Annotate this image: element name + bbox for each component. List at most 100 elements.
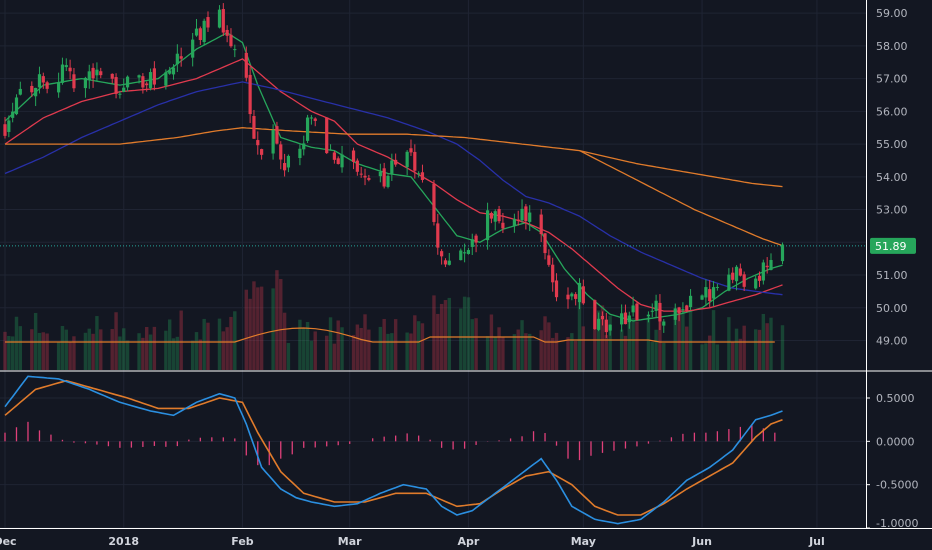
- candle-body[interactable]: [627, 315, 631, 323]
- candle-body[interactable]: [305, 117, 310, 141]
- candle-body[interactable]: [68, 67, 72, 72]
- candle-body[interactable]: [359, 173, 363, 175]
- candle-body[interactable]: [87, 71, 91, 80]
- candle-body[interactable]: [175, 53, 179, 65]
- candle-body[interactable]: [459, 250, 463, 261]
- candle-body[interactable]: [275, 126, 279, 144]
- candle-body[interactable]: [757, 275, 762, 281]
- candle-body[interactable]: [704, 287, 708, 298]
- candle-body[interactable]: [137, 75, 141, 78]
- candle-body[interactable]: [198, 28, 202, 41]
- candle-body[interactable]: [248, 74, 252, 115]
- candle-body[interactable]: [620, 313, 624, 325]
- candle-body[interactable]: [700, 295, 704, 300]
- candle-body[interactable]: [57, 82, 61, 93]
- candle-body[interactable]: [623, 312, 628, 325]
- candle-body[interactable]: [543, 233, 547, 254]
- candle-body[interactable]: [769, 260, 773, 271]
- candle-body[interactable]: [168, 70, 172, 74]
- candle-body[interactable]: [646, 314, 651, 317]
- candle-body[interactable]: [497, 209, 501, 222]
- candle-body[interactable]: [37, 74, 42, 88]
- candle-body[interactable]: [378, 171, 382, 177]
- candle-body[interactable]: [18, 88, 22, 95]
- candle-body[interactable]: [60, 64, 65, 83]
- candle-body[interactable]: [302, 143, 306, 150]
- candle-body[interactable]: [41, 76, 45, 83]
- candle-body[interactable]: [708, 289, 712, 302]
- candle-body[interactable]: [681, 309, 685, 311]
- candle-body[interactable]: [282, 163, 287, 171]
- candle-body[interactable]: [141, 76, 145, 88]
- candle-body[interactable]: [417, 173, 421, 175]
- candle-body[interactable]: [336, 158, 340, 165]
- candle-body[interactable]: [677, 307, 681, 314]
- candle-body[interactable]: [286, 155, 291, 168]
- candle-body[interactable]: [727, 274, 731, 291]
- candle-body[interactable]: [420, 172, 425, 180]
- candle-body[interactable]: [520, 208, 524, 221]
- candle-body[interactable]: [593, 300, 597, 330]
- candle-body[interactable]: [528, 212, 532, 222]
- candle-body[interactable]: [551, 264, 555, 283]
- candle-body[interactable]: [654, 300, 658, 312]
- candle-body[interactable]: [164, 72, 168, 86]
- candle-body[interactable]: [351, 150, 356, 162]
- candle-body[interactable]: [34, 87, 38, 97]
- candle-body[interactable]: [309, 117, 313, 119]
- candle-body[interactable]: [597, 318, 601, 330]
- candle-body[interactable]: [635, 303, 639, 321]
- candle-body[interactable]: [72, 74, 76, 89]
- candle-body[interactable]: [485, 210, 490, 241]
- candle-body[interactable]: [202, 20, 206, 43]
- candle-body[interactable]: [474, 235, 478, 243]
- candle-body[interactable]: [340, 154, 344, 168]
- candle-body[interactable]: [298, 148, 302, 159]
- candle-body[interactable]: [179, 56, 183, 59]
- candle-body[interactable]: [742, 274, 746, 287]
- candle-body[interactable]: [581, 286, 585, 304]
- candle-body[interactable]: [566, 294, 570, 300]
- candle-body[interactable]: [194, 28, 199, 36]
- candle-body[interactable]: [206, 17, 210, 28]
- candle-body[interactable]: [3, 124, 7, 136]
- candle-body[interactable]: [524, 206, 528, 221]
- candle-body[interactable]: [45, 82, 49, 89]
- candle-body[interactable]: [685, 305, 689, 311]
- candle-body[interactable]: [110, 73, 114, 79]
- candle-body[interactable]: [260, 149, 264, 155]
- candle-body[interactable]: [233, 49, 237, 51]
- candle-body[interactable]: [673, 308, 677, 320]
- candle-body[interactable]: [738, 268, 742, 276]
- candle-body[interactable]: [604, 319, 608, 333]
- candle-body[interactable]: [608, 324, 612, 331]
- candle-body[interactable]: [539, 214, 543, 235]
- candle-body[interactable]: [547, 255, 551, 265]
- candle-body[interactable]: [493, 211, 497, 222]
- candle-body[interactable]: [734, 266, 739, 282]
- candle-body[interactable]: [95, 69, 99, 76]
- candle-body[interactable]: [244, 52, 248, 78]
- candle-body[interactable]: [413, 151, 417, 171]
- candle-body[interactable]: [570, 293, 574, 297]
- candle-body[interactable]: [470, 239, 474, 247]
- candle-body[interactable]: [325, 117, 329, 154]
- candle-body[interactable]: [780, 244, 785, 262]
- candle-body[interactable]: [114, 77, 118, 94]
- candle-body[interactable]: [715, 286, 719, 288]
- candle-body[interactable]: [256, 140, 260, 146]
- candle-body[interactable]: [512, 218, 516, 227]
- candle-body[interactable]: [152, 68, 156, 85]
- candle-body[interactable]: [83, 77, 88, 89]
- candle-body[interactable]: [688, 295, 693, 308]
- candle-body[interactable]: [761, 262, 765, 281]
- candle-body[interactable]: [367, 178, 371, 180]
- candle-body[interactable]: [145, 83, 149, 86]
- candle-body[interactable]: [7, 120, 11, 132]
- candle-body[interactable]: [64, 65, 68, 68]
- candle-body[interactable]: [436, 223, 440, 248]
- candle-body[interactable]: [91, 67, 95, 79]
- candle-body[interactable]: [466, 250, 471, 254]
- candle-body[interactable]: [148, 72, 153, 89]
